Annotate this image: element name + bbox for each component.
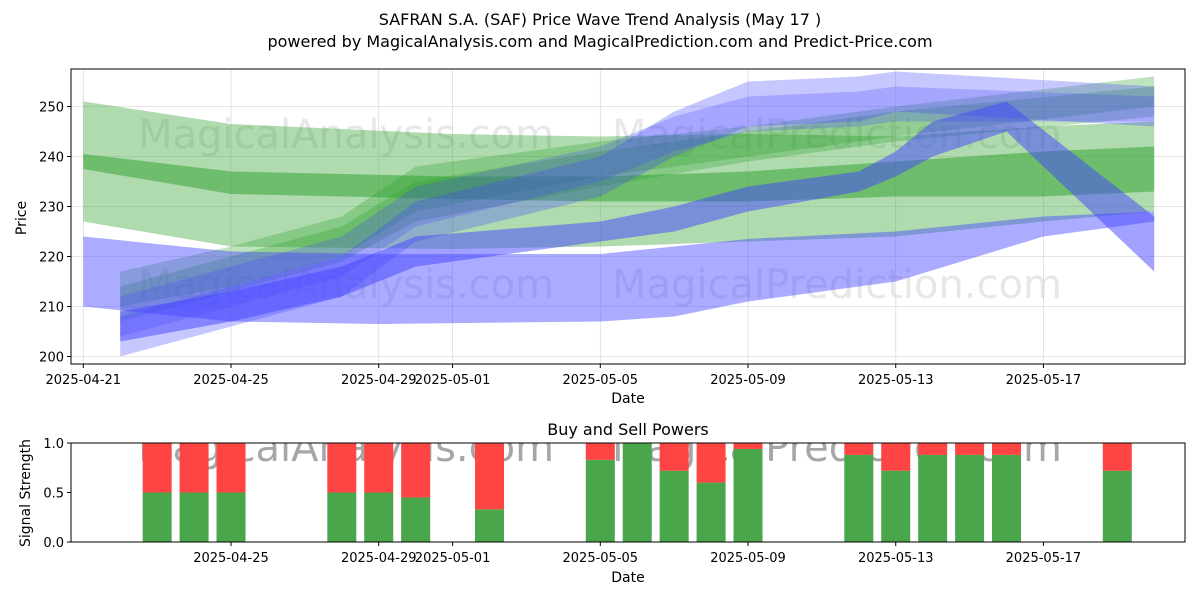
x-tick-label: 2025-05-17: [1006, 551, 1082, 566]
green-wave-band: [83, 101, 1155, 249]
x-tick-label: 2025-04-25: [193, 551, 269, 566]
buy-bar: [881, 470, 911, 542]
y-tick-label: 200: [39, 351, 64, 366]
x-tick-label: 2025-05-01: [415, 373, 491, 388]
buy-bar: [364, 492, 394, 542]
x-tick-label: 2025-04-29: [341, 551, 417, 566]
buy-bar: [659, 470, 689, 542]
x-tick-label: 2025-05-09: [710, 373, 786, 388]
signal-chart-title: Buy and Sell Powers: [547, 420, 709, 439]
sell-bar: [844, 443, 874, 455]
y-tick-label: 220: [39, 251, 64, 266]
buy-bar: [1102, 470, 1132, 542]
buy-bar: [696, 482, 726, 542]
blue-wave-band: [120, 71, 1155, 357]
buy-bar: [992, 454, 1022, 542]
buy-bar: [216, 492, 246, 542]
buy-bar: [918, 454, 948, 542]
price-plot-frame: [70, 68, 1186, 365]
blue-wave-band: [120, 86, 1155, 337]
sell-bar: [955, 443, 985, 455]
buy-bar: [955, 454, 985, 542]
y-tick-label: 1.0: [43, 437, 64, 452]
x-tick-label: 2025-05-05: [563, 373, 639, 388]
buy-bar: [142, 492, 172, 542]
sell-bar: [585, 443, 615, 460]
buy-bar: [733, 448, 763, 542]
sell-bar: [216, 443, 246, 493]
x-tick-label: 2025-05-13: [858, 551, 934, 566]
y-tick-label: 240: [39, 151, 64, 166]
x-tick-label: 2025-04-25: [193, 373, 269, 388]
buy-bar: [622, 443, 652, 542]
blue-wave-band: [83, 211, 1155, 324]
x-tick-label: 2025-05-13: [858, 373, 934, 388]
green-wave-band: [120, 76, 1155, 307]
sell-bar: [401, 443, 431, 498]
sell-bar: [696, 443, 726, 483]
sell-bar: [881, 443, 911, 471]
sell-bar: [327, 443, 357, 493]
x-tick-label: 2025-05-01: [415, 551, 491, 566]
y-tick-label: 250: [39, 101, 64, 116]
sell-bar: [992, 443, 1022, 455]
sell-bar: [475, 443, 505, 510]
y-tick-label: 210: [39, 301, 64, 316]
price-chart: MagicalAnalysis.com MagicalPrediction.com…: [39, 68, 1186, 388]
sell-bar: [733, 443, 763, 449]
x-tick-label: 2025-04-29: [341, 373, 417, 388]
green-wave-band: [120, 86, 1155, 322]
buy-bar: [401, 497, 431, 542]
x-tick-label: 2025-05-09: [710, 551, 786, 566]
green-wave-band: [83, 146, 1155, 202]
sell-bar: [179, 443, 209, 493]
watermark-text: MagicalAnalysis.com: [138, 112, 554, 158]
signal-y-axis-label: Signal Strength: [18, 439, 34, 547]
blue-wave-band: [120, 101, 1155, 342]
sell-bar: [918, 443, 948, 455]
buy-bar: [585, 459, 615, 542]
chart-title-line2: powered by MagicalAnalysis.com and Magic…: [267, 32, 932, 51]
y-tick-label: 230: [39, 201, 64, 216]
signal-x-axis-label: Date: [611, 570, 644, 586]
y-tick-label: 0.0: [43, 536, 64, 551]
sell-bar: [659, 443, 689, 471]
x-tick-label: 2025-05-05: [563, 551, 639, 566]
sell-bar: [142, 443, 172, 493]
sell-bar: [364, 443, 394, 493]
buy-bar: [179, 492, 209, 542]
x-tick-label: 2025-04-21: [46, 373, 122, 388]
buy-bar: [327, 492, 357, 542]
x-tick-label: 2025-05-17: [1006, 373, 1082, 388]
y-tick-label: 0.5: [43, 487, 64, 502]
price-x-axis-label: Date: [611, 391, 644, 407]
sell-bar: [1102, 443, 1132, 471]
watermark-text: MagicalPrediction.com: [612, 262, 1062, 308]
buy-bar: [475, 509, 505, 542]
signal-chart: MagicalAnalysis.comMagicalPrediction.com…: [43, 437, 1186, 566]
chart-title-line1: SAFRAN S.A. (SAF) Price Wave Trend Analy…: [379, 10, 821, 29]
buy-bar: [844, 454, 874, 542]
price-y-axis-label: Price: [14, 201, 30, 235]
